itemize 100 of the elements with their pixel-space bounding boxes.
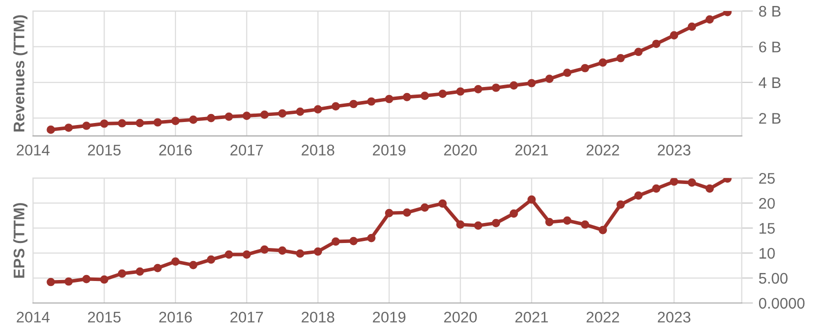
point xyxy=(64,277,73,286)
point xyxy=(545,218,554,226)
y-axis-title: EPS (TTM) xyxy=(13,203,28,278)
point xyxy=(474,221,482,230)
point xyxy=(224,250,234,259)
x-tick-label: 2017 xyxy=(230,312,263,323)
point xyxy=(634,48,643,56)
x-tick-label: 2020 xyxy=(444,312,477,323)
point xyxy=(616,54,625,62)
point xyxy=(100,119,108,128)
x-tick-label: 2018 xyxy=(302,144,334,156)
point xyxy=(580,220,590,229)
x-tick-label: 2023 xyxy=(658,312,690,323)
point xyxy=(118,119,126,128)
point xyxy=(598,226,608,234)
point xyxy=(46,126,55,134)
x-tick-label: 2018 xyxy=(302,312,334,323)
point xyxy=(438,199,447,208)
x-tick-label: 2015 xyxy=(88,312,121,323)
point xyxy=(420,203,429,212)
y-tick-label: 0.0000 xyxy=(758,298,805,309)
x-tick-label: 2022 xyxy=(586,144,620,156)
x-tick-label: 2021 xyxy=(515,144,548,156)
y-tick-label: 6 B xyxy=(759,42,781,52)
point xyxy=(706,15,714,24)
point xyxy=(367,97,376,106)
point xyxy=(153,264,162,272)
point xyxy=(314,247,322,256)
point xyxy=(652,184,660,193)
point xyxy=(456,220,465,229)
point xyxy=(510,209,518,218)
point xyxy=(136,267,144,276)
point xyxy=(332,102,340,110)
point xyxy=(46,278,55,286)
point xyxy=(100,275,108,284)
point xyxy=(670,178,678,186)
point xyxy=(456,87,465,96)
point xyxy=(189,260,198,270)
x-tick-label: 2023 xyxy=(658,144,690,156)
point xyxy=(706,184,714,193)
point xyxy=(349,236,358,246)
y-tick-label: 10 xyxy=(760,248,775,259)
point xyxy=(688,178,696,187)
x-tick-label: 2021 xyxy=(515,312,548,323)
x-tick-label: 2019 xyxy=(372,144,406,156)
x-tick-label: 2016 xyxy=(159,144,192,156)
x-tick-label: 2016 xyxy=(159,312,192,323)
point xyxy=(420,92,429,100)
point xyxy=(136,118,144,128)
point xyxy=(206,114,216,122)
x-tick-label: 2017 xyxy=(230,144,263,156)
point xyxy=(224,112,234,121)
point xyxy=(278,109,286,118)
point xyxy=(402,92,412,102)
point xyxy=(64,124,73,132)
point xyxy=(527,195,536,204)
point xyxy=(171,116,180,126)
point xyxy=(652,40,660,48)
point xyxy=(527,78,536,88)
point xyxy=(314,105,322,114)
point xyxy=(189,116,198,124)
point xyxy=(510,81,518,90)
point xyxy=(563,68,572,77)
x-tick-label: 2014 xyxy=(16,144,50,156)
point xyxy=(474,85,482,94)
x-tick-label: 2020 xyxy=(444,144,477,156)
point xyxy=(206,255,216,264)
y-tick-label: 20 xyxy=(759,198,775,209)
point xyxy=(296,249,304,258)
point xyxy=(580,64,590,72)
point xyxy=(242,250,251,259)
point xyxy=(545,74,554,83)
point xyxy=(438,90,447,98)
y-axis-title: Revenues (TTM) xyxy=(13,15,28,132)
point xyxy=(563,216,572,225)
point xyxy=(492,218,500,228)
point xyxy=(367,234,376,242)
point xyxy=(332,237,340,246)
point xyxy=(616,200,625,209)
point xyxy=(349,100,358,108)
x-tick-label: 2019 xyxy=(372,312,406,323)
point xyxy=(82,274,91,284)
y-tick-label: 2 B xyxy=(759,112,781,124)
point xyxy=(82,122,91,130)
point xyxy=(688,22,696,31)
point xyxy=(384,208,394,218)
y-tick-label: 8 B xyxy=(759,6,781,17)
y-tick-label: 5.00 xyxy=(759,272,788,284)
point xyxy=(260,245,269,254)
y-tick-label: 4 B xyxy=(758,77,781,88)
point xyxy=(492,84,500,92)
x-tick-label: 2014 xyxy=(16,312,50,323)
point xyxy=(171,257,180,266)
point xyxy=(598,58,608,67)
point xyxy=(670,31,678,40)
point xyxy=(402,208,412,217)
point xyxy=(278,246,286,255)
point xyxy=(260,110,269,119)
point xyxy=(242,112,251,120)
point xyxy=(384,94,394,104)
